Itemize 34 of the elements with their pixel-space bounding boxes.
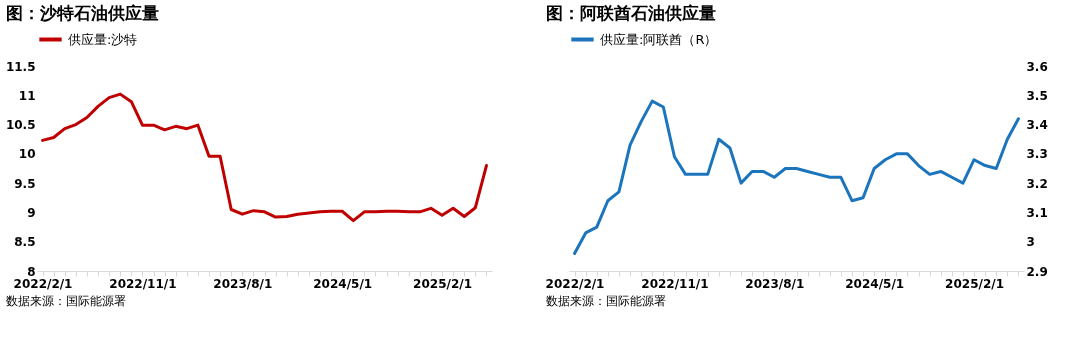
x-tick-label: 2025/2/1 (413, 276, 472, 291)
y2-tick-label: 3.4 (1026, 118, 1048, 133)
x-tick-label: 2022/11/1 (641, 276, 709, 291)
x-tick-label: 2024/5/1 (845, 276, 905, 291)
chart-title: 图：阿联酋石油供应量 (545, 2, 717, 25)
y-tick-label: 11 (18, 88, 36, 103)
x-tick-label: 2022/2/1 (545, 276, 605, 291)
source-note: 数据来源：国际能源署 (5, 293, 127, 310)
y2-tick-label: 3 (1026, 235, 1035, 250)
x-tick-label: 2023/8/1 (745, 276, 805, 291)
y-tick-label: 10.5 (5, 118, 36, 133)
source-note: 数据来源：国际能源署 (545, 293, 667, 310)
y-tick-label: 10 (18, 147, 36, 162)
y2-tick-label: 3.3 (1026, 147, 1048, 162)
y2-tick-label: 2.9 (1026, 264, 1048, 279)
y2-tick-label: 3.2 (1026, 176, 1048, 191)
y-tick-label: 9.5 (14, 176, 36, 191)
y-tick-label: 11.5 (5, 59, 36, 74)
x-tick-label: 2025/2/1 (945, 276, 1004, 291)
legend-label: 供应量:沙特 (68, 31, 138, 47)
y2-tick-label: 3.6 (1026, 59, 1048, 74)
legend-label: 供应量:阿联酋（R） (600, 31, 718, 47)
y2-tick-label: 3.5 (1026, 88, 1048, 103)
y-tick-label: 8.5 (14, 235, 36, 250)
x-tick-label: 2024/5/1 (313, 276, 373, 291)
x-tick-label: 2023/8/1 (213, 276, 273, 291)
y-tick-label: 9 (27, 205, 36, 220)
x-tick-label: 2022/2/1 (13, 276, 73, 291)
y2-tick-label: 3.1 (1026, 205, 1048, 220)
chart-title: 图：沙特石油供应量 (5, 2, 160, 25)
y-tick-label: 8 (27, 264, 36, 279)
x-tick-label: 2022/11/1 (109, 276, 177, 291)
line-series (41, 92, 488, 223)
line-series (573, 99, 1020, 255)
